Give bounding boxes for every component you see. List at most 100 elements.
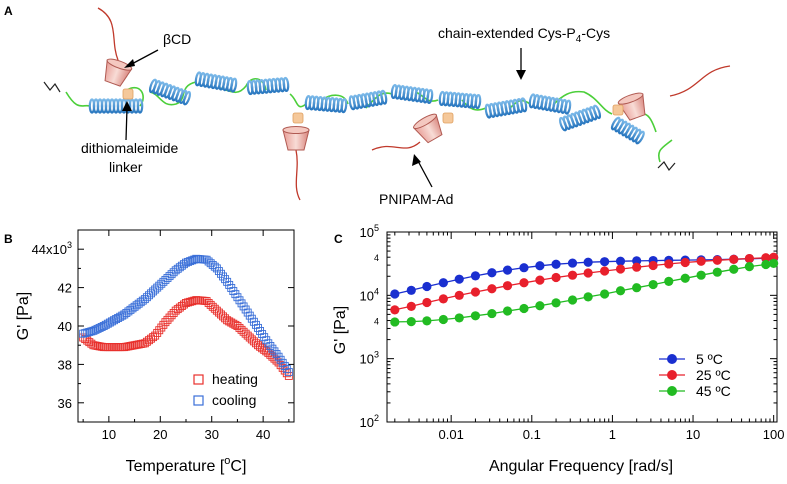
data-point (186, 297, 195, 306)
helix-turn (380, 89, 388, 105)
label-linker-line2: linker (109, 159, 143, 175)
helix-turn (635, 130, 645, 145)
arrow-pnipam (417, 160, 433, 188)
data-point (729, 264, 739, 274)
data-point (632, 256, 642, 266)
cup-rim (413, 113, 437, 130)
data-point (161, 318, 170, 327)
data-point (680, 257, 690, 268)
pnipam-chain (669, 65, 731, 97)
data-point (487, 308, 497, 319)
data-point (264, 339, 273, 348)
data-point (182, 299, 190, 307)
helix-coil (610, 116, 645, 145)
y-tick-label: 38 (58, 357, 72, 372)
helix-turn (282, 76, 290, 93)
data-point (422, 281, 432, 292)
data-point (519, 278, 529, 288)
data-point (502, 265, 513, 275)
panel-c-axes: 0.01 0.1 1 10 100 102 103 104 105 4 4 (360, 223, 785, 442)
data-point (210, 262, 219, 271)
panel-c-series (390, 252, 779, 327)
data-point (278, 363, 287, 372)
data-point (680, 273, 690, 283)
data-point (583, 268, 593, 278)
helix-turn (564, 99, 572, 115)
data-point (159, 320, 168, 329)
data-point (487, 268, 497, 278)
data-point (93, 324, 102, 333)
legend-5c-label: 5 ºC (696, 351, 723, 367)
data-point (648, 260, 658, 271)
panel-c-plot-frame (386, 231, 778, 423)
data-point (470, 287, 481, 297)
data-point (270, 347, 279, 356)
data-point (284, 368, 293, 377)
x-tick-label: 0.01 (439, 427, 464, 442)
data-point (454, 274, 464, 284)
data-point (600, 266, 610, 276)
helix-turn (426, 88, 434, 105)
protein-chain (43, 7, 731, 201)
y-tick-label: 42 (58, 281, 72, 296)
dithiomaleimide-linker (292, 112, 304, 124)
panel-a-schematic: A βCD chain-extended Cys-P4-Cys dithioma… (4, 4, 731, 207)
series-heating (79, 296, 293, 380)
panel-b-series (79, 254, 293, 380)
data-point (502, 306, 513, 316)
arrowhead-pnipam (412, 154, 421, 166)
data-point (87, 327, 96, 336)
data-point (91, 325, 100, 334)
data-point (567, 295, 578, 305)
pnipam-chain (295, 149, 301, 201)
data-point (190, 296, 199, 305)
cyclodextrin-cups (104, 58, 646, 151)
data-point (583, 257, 593, 267)
data-point (149, 333, 158, 342)
arrowhead-linker (122, 101, 132, 111)
data-point (217, 269, 225, 278)
cyclodextrin-cup (104, 58, 133, 87)
data-point (664, 276, 674, 286)
helix-turn (136, 98, 144, 114)
y-tick-label: 102 (360, 413, 379, 430)
legend-25c-marker (667, 370, 677, 380)
data-point (567, 270, 578, 280)
legend-45c-label: 45 ºC (696, 383, 731, 399)
arrowhead-chain (516, 70, 526, 80)
x-tick-label: 100 (763, 427, 785, 442)
data-point (85, 328, 94, 336)
data-point (406, 285, 416, 295)
data-point (438, 278, 448, 288)
y-tick-label-top: 44x103 (32, 240, 72, 257)
data-point (221, 275, 230, 284)
pnipam-chain (371, 141, 421, 151)
cyclodextrin-cup (617, 92, 646, 121)
helix-coil (88, 98, 144, 114)
helix-coil (390, 83, 434, 105)
helix-coils (88, 71, 645, 145)
data-point (422, 297, 432, 308)
panel-b-axes: 10 20 30 40 36 38 40 42 44x103 (32, 230, 294, 442)
data-point (535, 261, 545, 271)
helix-turn (182, 90, 192, 106)
data-point (648, 279, 658, 290)
panel-c-letter: C (334, 232, 343, 246)
data-point (632, 262, 642, 272)
helix-coil (438, 90, 482, 110)
data-point (551, 272, 561, 283)
helix-turn (230, 77, 238, 93)
x-tick-label: 1 (609, 427, 616, 442)
arrowhead-bcd (124, 59, 135, 68)
data-point (190, 255, 199, 264)
data-point (519, 263, 529, 273)
data-point (266, 342, 275, 350)
x-tick-label: 30 (204, 427, 218, 442)
cup-rim (282, 126, 310, 134)
data-point (583, 292, 593, 302)
data-point (535, 301, 545, 311)
label-pnipam: PNIPAM-Ad (379, 191, 453, 207)
data-point (729, 254, 739, 264)
data-point (454, 290, 464, 300)
